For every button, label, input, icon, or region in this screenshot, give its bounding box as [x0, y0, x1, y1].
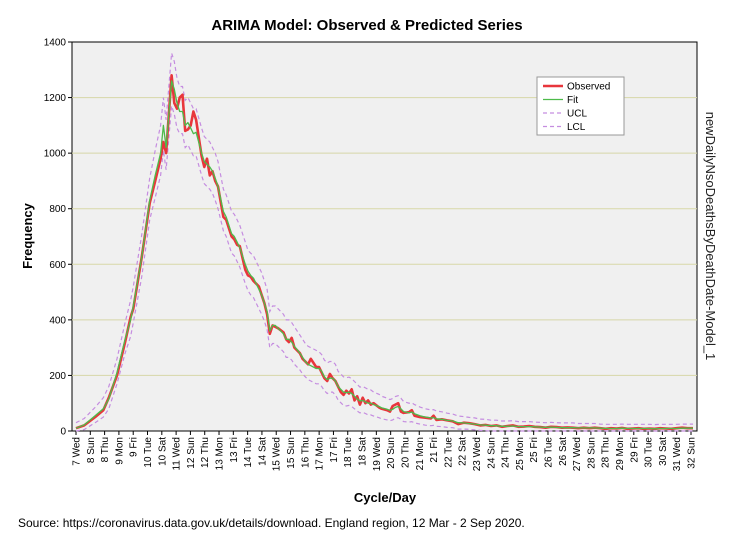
y-axis: 0 200 400 600 800 1000 1200 1400 — [44, 38, 72, 438]
y-tick-label: 200 — [49, 371, 66, 382]
x-tick-label: 23 Wed — [472, 437, 483, 471]
x-tick-label: 21 Fri — [429, 437, 440, 463]
x-axis-title: Cycle/Day — [354, 490, 417, 505]
x-tick-label: 10 Tue — [143, 437, 154, 468]
x-tick-label: 30 Tue — [644, 437, 655, 468]
series-fit-line — [75, 80, 693, 430]
x-tick-label: 29 Fri — [629, 437, 640, 463]
series-lcl-line — [75, 105, 693, 432]
y-tick-label: 400 — [49, 315, 66, 326]
legend-label-observed: Observed — [567, 82, 610, 93]
x-tick-label: 14 Sat — [257, 437, 268, 466]
legend-label-lcl: LCL — [567, 122, 586, 133]
x-tick-label: 7 Wed — [72, 437, 83, 466]
x-tick-label: 17 Mon — [315, 437, 326, 470]
legend-label-fit: Fit — [567, 95, 578, 106]
x-tick-label: 15 Wed — [272, 437, 283, 471]
x-tick-label: 12 Thu — [200, 437, 211, 468]
x-tick-label: 26 Sat — [558, 437, 569, 466]
x-tick-label: 27 Wed — [572, 437, 583, 471]
x-tick-label: 9 Mon — [114, 437, 125, 465]
x-tick-label: 18 Sat — [358, 437, 369, 466]
x-tick-label: 12 Sun — [186, 437, 197, 469]
source-note: Source: https://coronavirus.data.gov.uk/… — [18, 516, 525, 530]
y-tick-label: 1000 — [44, 149, 67, 160]
x-tick-label: 32 Sun — [687, 437, 698, 469]
right-model-label: newDailyNsoDeathsByDeathDate-Model_1 — [703, 112, 718, 361]
x-tick-label: 31 Wed — [672, 437, 683, 471]
x-tick-label: 8 Thu — [100, 437, 111, 462]
y-tick-label: 0 — [60, 427, 66, 438]
legend: Observed Fit UCL LCL — [536, 76, 625, 136]
x-tick-label: 28 Sun — [586, 437, 597, 469]
x-tick-label: 10 Sat — [157, 437, 168, 466]
x-tick-label: 14 Tue — [243, 437, 254, 468]
x-tick-label: 25 Fri — [529, 437, 540, 463]
x-tick-label: 16 Thu — [300, 437, 311, 468]
x-tick-label: 18 Tue — [343, 437, 354, 468]
x-tick-label: 20 Thu — [400, 437, 411, 468]
x-tick-label: 26 Tue — [543, 437, 554, 468]
y-tick-label: 1200 — [44, 93, 67, 104]
legend-label-ucl: UCL — [567, 109, 587, 120]
x-tick-label: 17 Fri — [329, 437, 340, 463]
x-tick-label: 29 Mon — [615, 437, 626, 470]
series-lines — [75, 52, 693, 432]
x-tick-label: 8 Sun — [86, 437, 97, 463]
x-tick-label: 13 Mon — [215, 437, 226, 470]
x-tick-label: 21 Mon — [415, 437, 426, 470]
x-tick-label: 19 Wed — [372, 437, 383, 471]
x-axis: 7 Wed 8 Sun 8 Thu 9 Mon 9 Fri 10 Tue 10 Sat 11 … — [72, 431, 698, 471]
y-tick-label: 1400 — [44, 38, 67, 49]
x-tick-label: 15 Sun — [286, 437, 297, 469]
series-ucl-line — [75, 52, 693, 426]
x-tick-label: 22 Tue — [443, 437, 454, 468]
x-tick-label: 11 Wed — [172, 437, 183, 471]
y-tick-label: 600 — [49, 260, 66, 271]
x-tick-label: 25 Mon — [515, 437, 526, 470]
x-tick-label: 22 Sat — [458, 437, 469, 466]
x-tick-label: 24 Thu — [501, 437, 512, 468]
y-axis-title: Frequency — [20, 202, 35, 269]
x-tick-label: 28 Thu — [601, 437, 612, 468]
chart-title: ARIMA Model: Observed & Predicted Series — [211, 17, 522, 34]
x-tick-label: 20 Sun — [386, 437, 397, 469]
x-tick-label: 9 Fri — [129, 437, 140, 457]
x-tick-label: 13 Fri — [229, 437, 240, 463]
x-tick-label: 30 Sat — [658, 437, 669, 466]
y-tick-label: 800 — [49, 204, 66, 215]
x-tick-label: 24 Sun — [486, 437, 497, 469]
